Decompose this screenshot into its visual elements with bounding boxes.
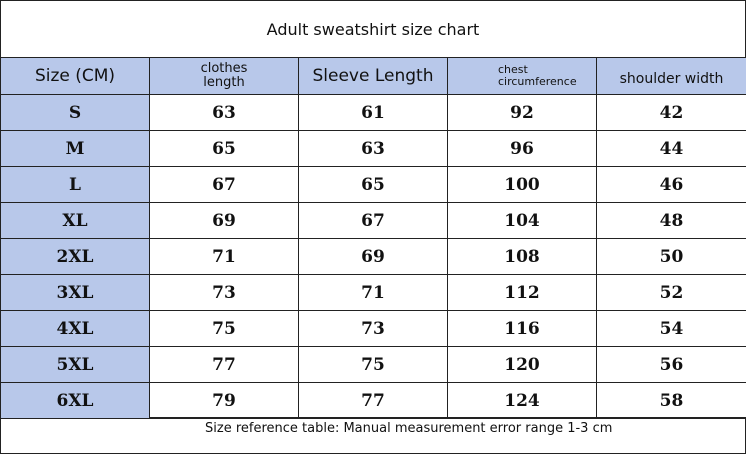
value-cell: 67: [149, 166, 299, 203]
value-cell: 100: [447, 166, 597, 203]
value-cell: 77: [149, 346, 299, 383]
header-cell: clothes length: [149, 57, 299, 95]
size-cell: 4XL: [0, 310, 150, 347]
size-cell: 2XL: [0, 238, 150, 275]
value-cell: 42: [596, 94, 746, 131]
value-cell: 63: [298, 130, 448, 167]
value-cell: 67: [298, 202, 448, 239]
footer: Size reference table: Manual measurement…: [0, 417, 746, 454]
value-cell: 108: [447, 238, 597, 275]
value-cell: 52: [596, 274, 746, 311]
value-cell: 116: [447, 310, 597, 347]
value-cell: 73: [298, 310, 448, 347]
header-cell: Sleeve Length: [298, 57, 448, 95]
size-cell: 3XL: [0, 274, 150, 311]
value-cell: 46: [596, 166, 746, 203]
value-cell: 50: [596, 238, 746, 275]
value-cell: 65: [298, 166, 448, 203]
value-cell: 56: [596, 346, 746, 383]
value-cell: 69: [298, 238, 448, 275]
value-cell: 92: [447, 94, 597, 131]
value-cell: 112: [447, 274, 597, 311]
header-cell: chest circumference: [447, 57, 597, 95]
value-cell: 54: [596, 310, 746, 347]
value-cell: 44: [596, 130, 746, 167]
size-cell: S: [0, 94, 150, 131]
value-cell: 104: [447, 202, 597, 239]
value-cell: 48: [596, 202, 746, 239]
header-cell: shoulder width: [596, 57, 746, 95]
value-cell: 61: [298, 94, 448, 131]
value-cell: 58: [596, 382, 746, 419]
value-cell: 120: [447, 346, 597, 383]
value-cell: 69: [149, 202, 299, 239]
footer-text: Size reference table: Manual measurement…: [205, 421, 613, 436]
value-cell: 77: [298, 382, 448, 419]
title: Adult sweatshirt size chart: [0, 0, 746, 58]
size-cell: XL: [0, 202, 150, 239]
size-cell: L: [0, 166, 150, 203]
header-cell: Size (CM): [0, 57, 150, 95]
value-cell: 71: [298, 274, 448, 311]
value-cell: 75: [298, 346, 448, 383]
value-cell: 75: [149, 310, 299, 347]
value-cell: 79: [149, 382, 299, 419]
value-cell: 124: [447, 382, 597, 419]
value-cell: 96: [447, 130, 597, 167]
value-cell: 71: [149, 238, 299, 275]
value-cell: 73: [149, 274, 299, 311]
value-cell: 65: [149, 130, 299, 167]
size-cell: 6XL: [0, 382, 150, 419]
size-cell: 5XL: [0, 346, 150, 383]
value-cell: 63: [149, 94, 299, 131]
size-cell: M: [0, 130, 150, 167]
